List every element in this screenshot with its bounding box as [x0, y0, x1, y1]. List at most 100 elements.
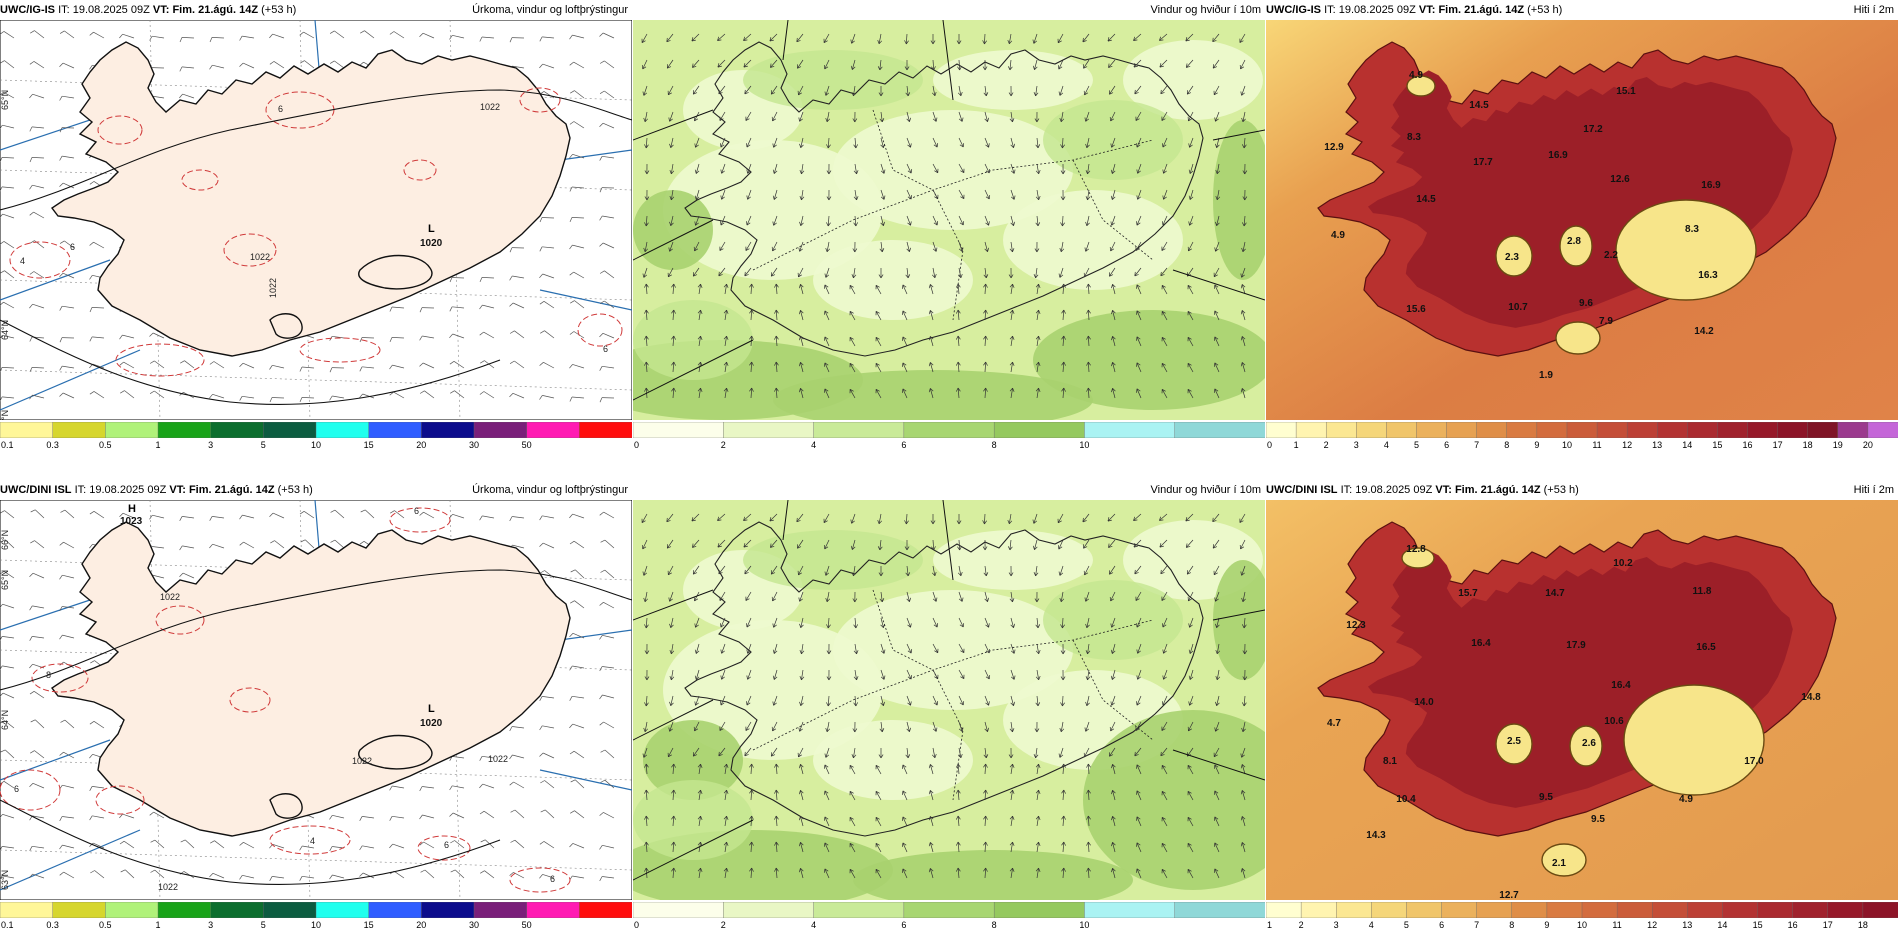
- panel-temp-dini: UWC/DINI ISL IT: 19.08.2025 09Z VT: Fim.…: [1266, 480, 1898, 950]
- colorbar-tick: 6: [1444, 440, 1450, 450]
- colorbar-tick: 7: [1474, 920, 1480, 930]
- temperature-label: 10.6: [1604, 716, 1624, 727]
- panel-title: Vindur og hviður í 10m: [1150, 484, 1261, 496]
- temperature-label: 14.7: [1545, 588, 1565, 599]
- colorbar-tick: 10: [310, 920, 322, 930]
- colorbar-swatch: [263, 902, 317, 918]
- glacier-shape: [1401, 547, 1435, 569]
- temperature-label: 15.6: [1406, 304, 1426, 315]
- colorbar-tick: 1: [1293, 440, 1299, 450]
- panel-header: UWC/DINI ISL IT: 19.08.2025 09Z VT: Fim.…: [0, 480, 632, 500]
- low-pressure-letter: L: [428, 223, 435, 235]
- colorbar-tick: 0: [634, 440, 640, 450]
- lead-time: (+53 h): [277, 484, 313, 496]
- colorbar-swatch: [315, 902, 370, 918]
- colorbar-swatch: [1546, 902, 1583, 918]
- temperature-label: 4.7: [1327, 718, 1341, 729]
- colorbar-tick: 8: [991, 920, 997, 930]
- colorbar-tick: 4: [1383, 440, 1389, 450]
- colorbar-swatch: [263, 422, 317, 438]
- temperature-label: 14.0: [1414, 697, 1434, 708]
- colorbar-tick: 10: [1079, 920, 1090, 930]
- colorbar-tick: 11: [1592, 440, 1602, 450]
- colorbar-swatch: [1581, 902, 1618, 918]
- colorbar-swatch: [1511, 902, 1548, 918]
- isobar-label: 1022: [160, 592, 180, 602]
- colorbar-swatch: [1722, 902, 1759, 918]
- precip-label: 6: [14, 784, 19, 794]
- colorbar-tick: 50: [521, 440, 532, 450]
- precip-label: 6: [550, 874, 555, 884]
- colorbar-tick: 2: [1298, 920, 1304, 930]
- colorbar-swatch: [526, 902, 581, 918]
- temperature-label: 14.2: [1694, 326, 1714, 337]
- colorbar-swatch: [0, 902, 54, 918]
- colorbar-swatch: [1386, 422, 1418, 438]
- colorbar-tick: 14: [1682, 440, 1693, 450]
- colorbar-tick: 15: [1752, 920, 1763, 930]
- colorbar-tick: 13: [1682, 920, 1693, 930]
- model-name: UWC/IG-IS: [1266, 4, 1321, 16]
- isobar-label: 1022: [352, 756, 372, 766]
- colorbar-swatch: [52, 422, 107, 438]
- colorbar-swatch: [1596, 422, 1628, 438]
- latitude-label: 63°N: [0, 410, 10, 420]
- glacier-shape: [1495, 723, 1533, 765]
- colorbar-swatch: [1266, 422, 1297, 438]
- colorbar-tick: 3: [208, 440, 214, 450]
- panel-wind-igis: Vindur og hviður í 10m 0 2 4 6 8 10: [633, 0, 1265, 470]
- wind-colorbar: [633, 422, 1265, 438]
- colorbar-swatch: [579, 422, 632, 438]
- precip-colorbar-ticks: 0.1 0.3 0.5 1 3 5 10 15 20 30 50: [0, 440, 632, 454]
- colorbar-swatch: [1416, 422, 1448, 438]
- colorbar-swatch: [157, 422, 212, 438]
- colorbar-tick: 10: [1079, 440, 1090, 450]
- it-label: IT:: [58, 4, 70, 16]
- panel-title: Vindur og hviður í 10m: [1150, 4, 1261, 16]
- temperature-label: 8.1: [1383, 756, 1397, 767]
- model-name: UWC/DINI ISL: [0, 484, 72, 496]
- it-label: IT:: [1324, 4, 1336, 16]
- colorbar-tick: 2: [720, 920, 726, 930]
- colorbar-tick: 18: [1802, 440, 1813, 450]
- it-value: 19.08.2025 09Z: [89, 484, 167, 496]
- temperature-label: 14.5: [1469, 100, 1489, 111]
- colorbar-swatch: [473, 422, 528, 438]
- colorbar-swatch: [1747, 422, 1779, 438]
- colorbar-tick: 15: [363, 440, 374, 450]
- temperature-label: 2.5: [1507, 736, 1521, 747]
- colorbar-swatch: [1626, 422, 1658, 438]
- colorbar-swatch: [52, 902, 107, 918]
- colorbar-tick: 10: [1561, 440, 1573, 450]
- temperature-label: 16.5: [1696, 642, 1716, 653]
- temp-colorbar: [1266, 422, 1898, 438]
- precip-label: 6: [70, 242, 75, 252]
- temperature-label: 12.9: [1324, 142, 1344, 153]
- colorbar-swatch: [579, 902, 632, 918]
- colorbar-swatch: [633, 902, 724, 918]
- colorbar-swatch: [1687, 902, 1724, 918]
- temperature-label: 15.1: [1616, 86, 1636, 97]
- it-label: IT:: [1340, 484, 1353, 496]
- glacier-shape: [1495, 235, 1533, 277]
- colorbar-swatch: [1174, 902, 1265, 918]
- temperature-label: 8.3: [1407, 132, 1421, 143]
- colorbar-swatch: [1657, 422, 1689, 438]
- temperature-label: 17.0: [1744, 756, 1764, 767]
- colorbar-tick: 16: [1787, 920, 1798, 930]
- colorbar-tick: 50: [521, 920, 532, 930]
- vt-value: Fim. 21.ágú. 14Z: [188, 484, 275, 496]
- lead-time: (+53 h): [261, 4, 297, 16]
- wind-map: [633, 500, 1265, 900]
- colorbar-tick: 20: [416, 920, 427, 930]
- precip-map: L 1020 1022 1022 1022 6 6 4 6 65°N 64°N …: [0, 20, 632, 420]
- high-pressure-letter: H: [128, 503, 136, 515]
- panel-header: UWC/DINI ISL IT: 19.08.2025 09Z VT: Fim.…: [1266, 480, 1898, 500]
- colorbar-swatch: [1862, 902, 1898, 918]
- it-value: 19.08.2025 09Z: [72, 4, 150, 16]
- colorbar-tick: 9: [1534, 440, 1540, 450]
- colorbar-swatch: [1406, 902, 1443, 918]
- colorbar-tick: 8: [1509, 920, 1515, 930]
- colorbar-swatch: [993, 902, 1086, 918]
- temperature-label: 2.8: [1567, 236, 1581, 247]
